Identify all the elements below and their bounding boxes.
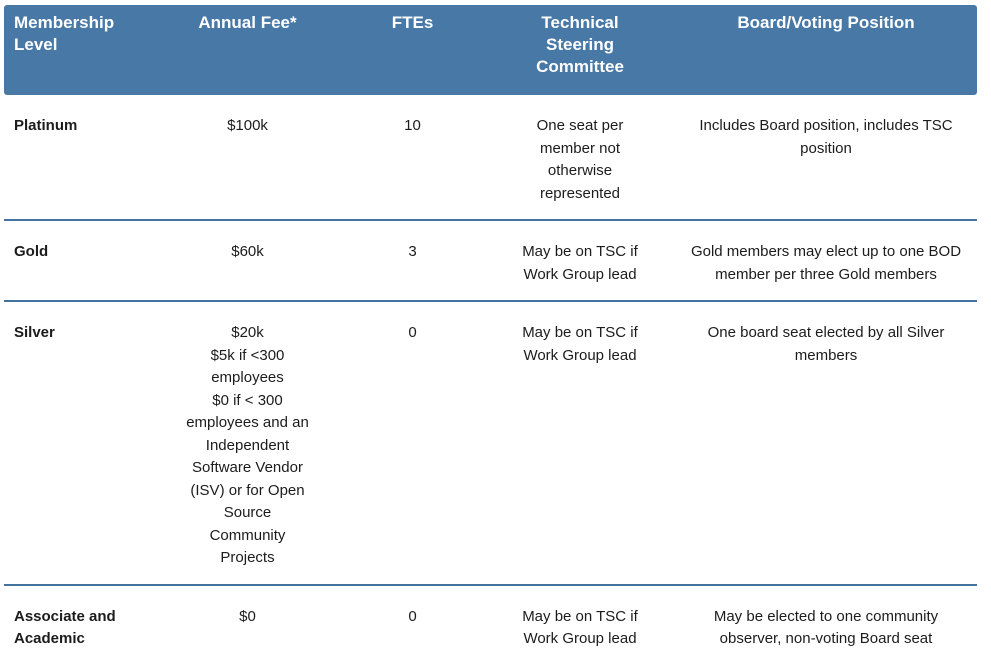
membership-table: Membership Level Annual Fee* FTEs Techni… (4, 5, 977, 665)
cell-ftes: 10 (404, 117, 421, 134)
cell-ftes: 0 (408, 324, 417, 341)
cell-board: One board seat elected by all Silver mem… (707, 324, 945, 364)
table-header-row: Membership Level Annual Fee* FTEs Techni… (4, 5, 977, 95)
header-cell-ftes: FTEs (391, 13, 434, 32)
header-cell-membership-level: Membership Level (14, 13, 115, 54)
header-cell-board-voting-position: Board/Voting Position (737, 13, 915, 32)
cell-level: Silver (14, 324, 55, 341)
cell-board: Gold members may elect up to one BOD mem… (690, 243, 962, 283)
table-row-platinum: Platinum $100k 10 One seat per member no… (4, 95, 977, 221)
cell-ftes: 0 (408, 607, 417, 625)
cell-annual-fee: $60k (231, 243, 264, 260)
cell-board: Includes Board position, includes TSC po… (699, 117, 953, 157)
table-row-associate-academic: Associate and Academic $0 0 May be on TS… (4, 586, 977, 665)
table-row-gold: Gold $60k 3 May be on TSC if Work Group … (4, 221, 977, 302)
table-row-silver: Silver $20k $5k if <300 employees $0 if … (4, 302, 977, 586)
cell-board: May be elected to one community observer… (713, 607, 939, 648)
cell-annual-fee: $20k $5k if <300 employees $0 if < 300 e… (186, 324, 309, 566)
header-cell-technical-steering-committee: Technical Steering Committee (536, 13, 624, 76)
cell-tsc: May be on TSC if Work Group lead (522, 324, 638, 364)
cell-tsc: May be on TSC if Work Group lead (522, 243, 638, 283)
header-cell-annual-fee: Annual Fee* (198, 13, 297, 32)
cell-level: Platinum (14, 117, 78, 134)
cell-level: Associate and Academic (14, 607, 116, 648)
cell-tsc: One seat per member not otherwise repres… (536, 117, 624, 202)
cell-tsc: May be on TSC if Work Group lead (522, 607, 638, 648)
cell-ftes: 3 (408, 243, 417, 260)
cell-level: Gold (14, 243, 49, 260)
cell-annual-fee: $0 (239, 607, 256, 625)
cell-annual-fee: $100k (227, 117, 268, 134)
